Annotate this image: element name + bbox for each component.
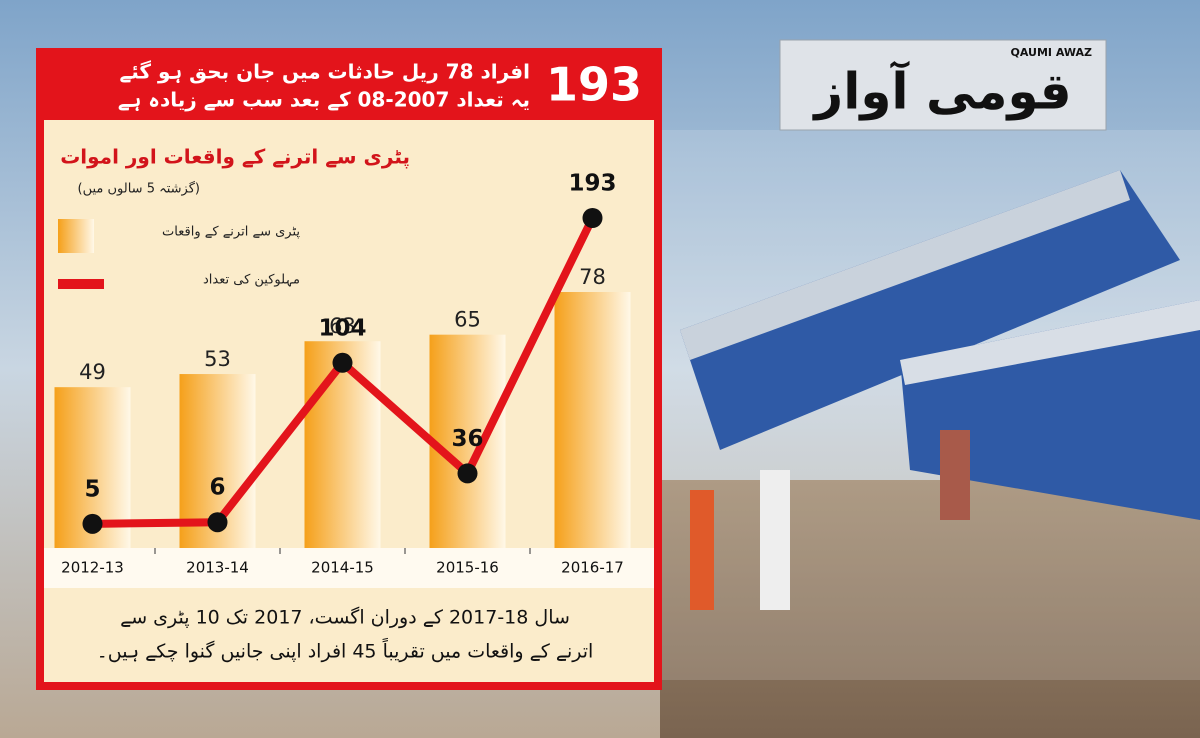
footnote: سال 18-2017 کے دوران اگست، 2017 تک 10 پٹ… (120, 606, 570, 629)
line-value-label: 5 (84, 476, 100, 502)
bar (554, 292, 631, 548)
bar (304, 341, 381, 548)
person (760, 470, 790, 610)
x-tick-label: 2012-13 (61, 559, 124, 577)
legend-swatch (58, 279, 104, 289)
train-coach (680, 170, 1180, 450)
legend-label: مہلوکین کی تعداد (203, 273, 300, 288)
headline-line: یہ تعداد 2007-08 کے بعد سب سے زیادہ ہے (118, 88, 530, 112)
axis-band (44, 548, 654, 588)
line-value-label: 193 (568, 171, 616, 197)
line-value-label: 104 (318, 315, 366, 341)
line-point (82, 513, 103, 534)
footnote: اترنے کے واقعات میں تقریباً 45 افراد اپن… (97, 637, 594, 662)
x-tick-label: 2015-16 (436, 559, 499, 577)
bar-value-label: 49 (79, 360, 106, 384)
line-point (582, 208, 603, 228)
headline-line: افراد 78 ریل حادثات میں جان بحق ہو گئے (119, 60, 530, 84)
legend-swatch (58, 219, 94, 253)
chart-subtitle: (گزشتہ 5 سالوں میں) (78, 181, 201, 197)
bar-value-label: 78 (579, 265, 606, 289)
train-roof (680, 170, 1130, 360)
line-value-label: 36 (451, 426, 483, 452)
person (690, 490, 714, 610)
logo-box (779, 39, 1107, 131)
x-tick-label: 2014-15 (311, 559, 374, 577)
bar-value-label: 63 (329, 314, 356, 338)
person (940, 430, 970, 520)
line-point (207, 512, 228, 533)
bar-value-label: 53 (204, 347, 231, 371)
chart-title: پٹری سے اترنے کے واقعات اور اموات (60, 145, 410, 170)
logo-latin: QAUMI AWAZ (1011, 46, 1092, 59)
bar (429, 334, 506, 548)
headline-number: 193 (546, 58, 642, 112)
logo-urdu: قومی آواز (811, 61, 1071, 122)
legend-label: پٹری سے اترنے کے واقعات (162, 225, 300, 240)
line-value-label: 6 (209, 475, 225, 501)
line-point (332, 352, 353, 373)
bar-value-label: 65 (454, 308, 481, 332)
train-roof (900, 300, 1200, 385)
x-tick-label: 2016-17 (561, 559, 624, 577)
line-point (457, 463, 478, 484)
ground (660, 480, 1200, 738)
x-tick-label: 2013-14 (186, 559, 249, 577)
